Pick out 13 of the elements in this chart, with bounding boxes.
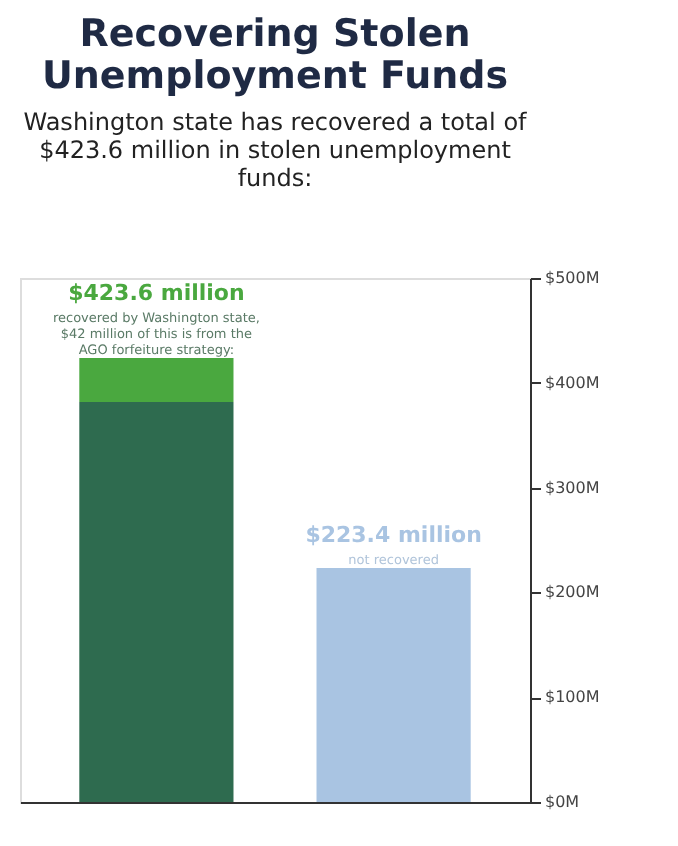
total-label: $223.4 million bbox=[305, 521, 482, 548]
bar bbox=[79, 358, 234, 403]
y-tick-label: $100M bbox=[545, 688, 600, 707]
y-tick-label: $500M bbox=[545, 269, 600, 287]
y-tick-label: $0M bbox=[545, 793, 580, 811]
total-label: $423.6 million bbox=[68, 280, 245, 307]
bar bbox=[316, 567, 471, 802]
y-tick-label: $200M bbox=[545, 583, 600, 602]
chart-subtitle: Washington state has recovered a total of $423.6 million in stolen unemployment funds: bbox=[23, 108, 529, 192]
y-tick-label: $300M bbox=[545, 478, 600, 497]
chart-title: Recovering Stolen Unemployment Funds bbox=[41, 12, 509, 98]
y-tick-label: $400M bbox=[545, 373, 600, 392]
bar bbox=[79, 402, 234, 802]
